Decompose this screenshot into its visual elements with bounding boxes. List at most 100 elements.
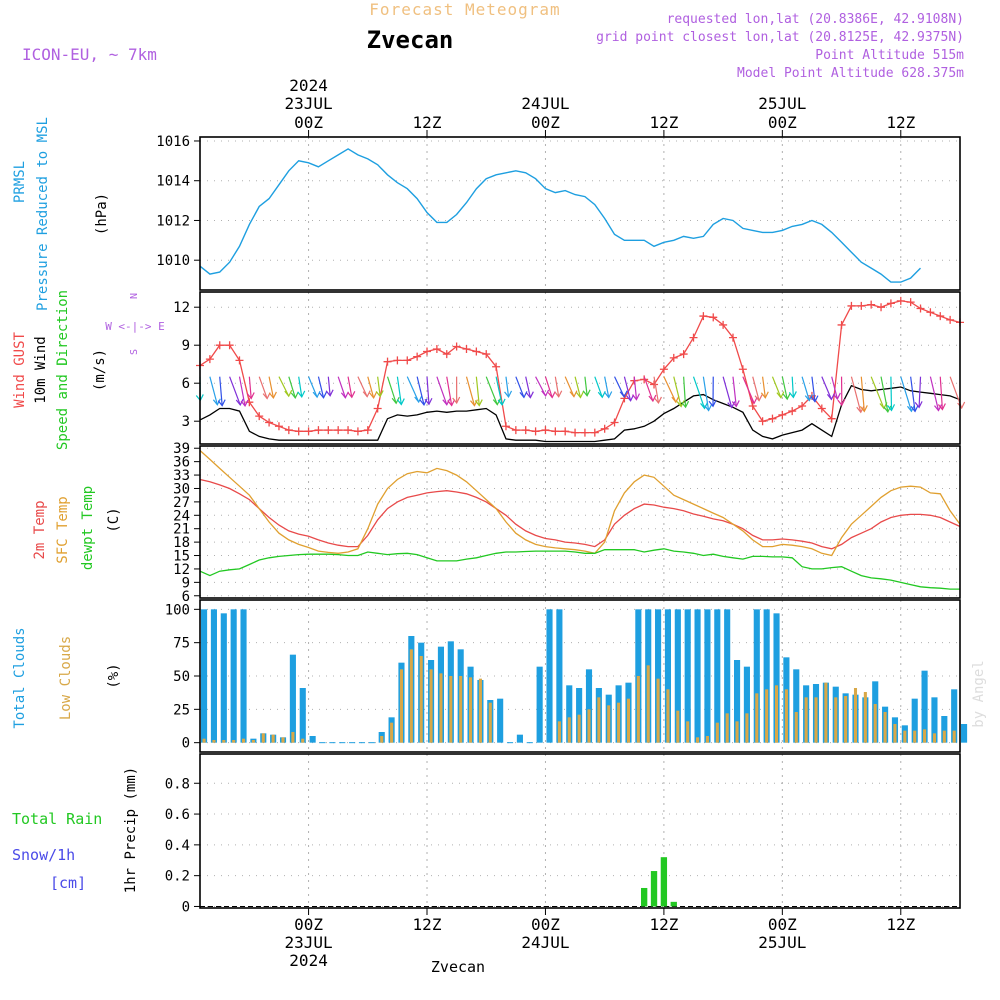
total-cloud-bar (931, 697, 938, 743)
low-cloud-bar (291, 732, 295, 743)
wind-arrow (485, 376, 498, 405)
wind-arrow (722, 376, 733, 408)
low-cloud-bar (626, 698, 631, 743)
low-cloud-bar (469, 677, 473, 743)
total-cloud-bar (497, 698, 504, 743)
wind-arrow-head (547, 391, 556, 399)
total-cloud-bar (684, 609, 691, 743)
wind-arrow (564, 376, 575, 397)
credit: by Angel (971, 660, 987, 727)
gust-marker (334, 426, 343, 435)
low-cloud-bar (617, 702, 621, 743)
grid-point-coords: grid point closest lon,lat (20.8125E, 42… (596, 30, 964, 45)
wind-arrow (426, 376, 430, 405)
wind-arrow-head (856, 405, 865, 414)
panel-frame (199, 753, 961, 909)
total-cloud-bar (201, 609, 208, 743)
wind-arrow-head (424, 397, 433, 406)
wind-arrow-head (837, 398, 846, 407)
gust-marker (511, 426, 520, 435)
wind-arrow-head (910, 405, 919, 413)
low-cloud-bar (212, 740, 216, 743)
gust-marker (501, 422, 510, 431)
panel-frame (199, 445, 961, 599)
gust-marker (817, 404, 826, 413)
gust-marker (373, 404, 382, 413)
footer-location: Zvecan (431, 958, 485, 976)
low-cloud-bar (824, 682, 828, 743)
wind-arrow-head (519, 391, 528, 399)
gust-marker (946, 315, 955, 324)
wind-arrow (436, 376, 448, 405)
gust-marker (669, 353, 678, 362)
wind-arrow-head (604, 391, 613, 399)
gust-marker (847, 301, 856, 310)
gust-marker (363, 426, 372, 435)
low-cloud-bar (656, 678, 660, 743)
chart-title: Forecast Meteogram (369, 0, 560, 19)
low-cloud-bar (705, 736, 709, 743)
total-cloud-bar (536, 666, 543, 743)
wind-arrow-head (671, 395, 680, 404)
wind-arrow (327, 376, 331, 396)
time-label-top: 00Z (768, 113, 797, 132)
date-label-top: 25JUL (758, 94, 806, 113)
time-label-top: 12Z (649, 113, 678, 132)
gust-marker (255, 412, 264, 421)
wind-arrow (416, 376, 425, 405)
gust-marker (541, 426, 550, 435)
total-cloud-bar (763, 609, 770, 743)
wind-arrow-head (708, 399, 717, 408)
wind-arrow-head (442, 398, 451, 406)
wind-arrow (377, 376, 381, 397)
wind-arrow-head (914, 401, 923, 409)
low-cloud-bar (478, 678, 482, 743)
y-tick-label: 0.2 (165, 869, 190, 885)
wind-arrow-head (906, 404, 915, 413)
y-tick-label: 1016 (156, 134, 190, 150)
y-tick-label: 1014 (156, 174, 190, 190)
date-label-top: 24JUL (521, 94, 569, 113)
low-cloud-bar (765, 689, 769, 743)
total-rain-label: Total Rain (12, 810, 102, 828)
temp-unit: (C) (106, 507, 122, 532)
gust-marker (294, 427, 303, 436)
low-cloud-bar (202, 738, 206, 743)
low-cloud-bar (419, 656, 423, 743)
time-label-bottom: 00Z (294, 915, 323, 934)
total-cloud-bar (240, 609, 247, 743)
low-cloud-bar (281, 737, 285, 743)
y-tick-label: 1010 (156, 253, 190, 269)
total-cloud-bar (753, 609, 760, 743)
point-altitude: Point Altitude 515m (815, 48, 964, 63)
time-label-bottom: 12Z (886, 915, 915, 934)
low-cloud-bar (883, 712, 887, 743)
total-clouds-label: Total Clouds (12, 627, 28, 728)
prmsl-label: PRMSL (12, 161, 28, 203)
wind-arrow (811, 376, 816, 402)
total-cloud-bar (911, 698, 918, 743)
gust-marker (344, 426, 353, 435)
pressure-msl-label: Pressure Reduced to MSL (35, 117, 51, 311)
low-cloud-bar (271, 734, 275, 743)
y-tick-label: 6 (182, 589, 190, 605)
low-cloud-bar (893, 724, 897, 743)
wind-arrow-head (284, 389, 293, 398)
time-label-top: 00Z (531, 113, 560, 132)
wind-arrow-head (396, 398, 405, 406)
wind-arrow-head (541, 389, 550, 398)
time-label-bottom: 12Z (649, 915, 678, 934)
low-cloud-bar (261, 733, 265, 743)
wind-arrow (692, 376, 706, 409)
low-cloud-bar (399, 669, 403, 743)
date-label-top: 23JUL (284, 94, 332, 113)
gust-marker (284, 426, 293, 435)
wind-arrow-head (414, 395, 423, 404)
wind-arrow (347, 376, 353, 398)
wind-arrow (860, 376, 865, 412)
wind-arrow (248, 376, 252, 399)
snow-label: Snow/1h (12, 846, 75, 864)
wind-arrow-head (957, 401, 966, 410)
low-cloud-bar (587, 709, 591, 743)
